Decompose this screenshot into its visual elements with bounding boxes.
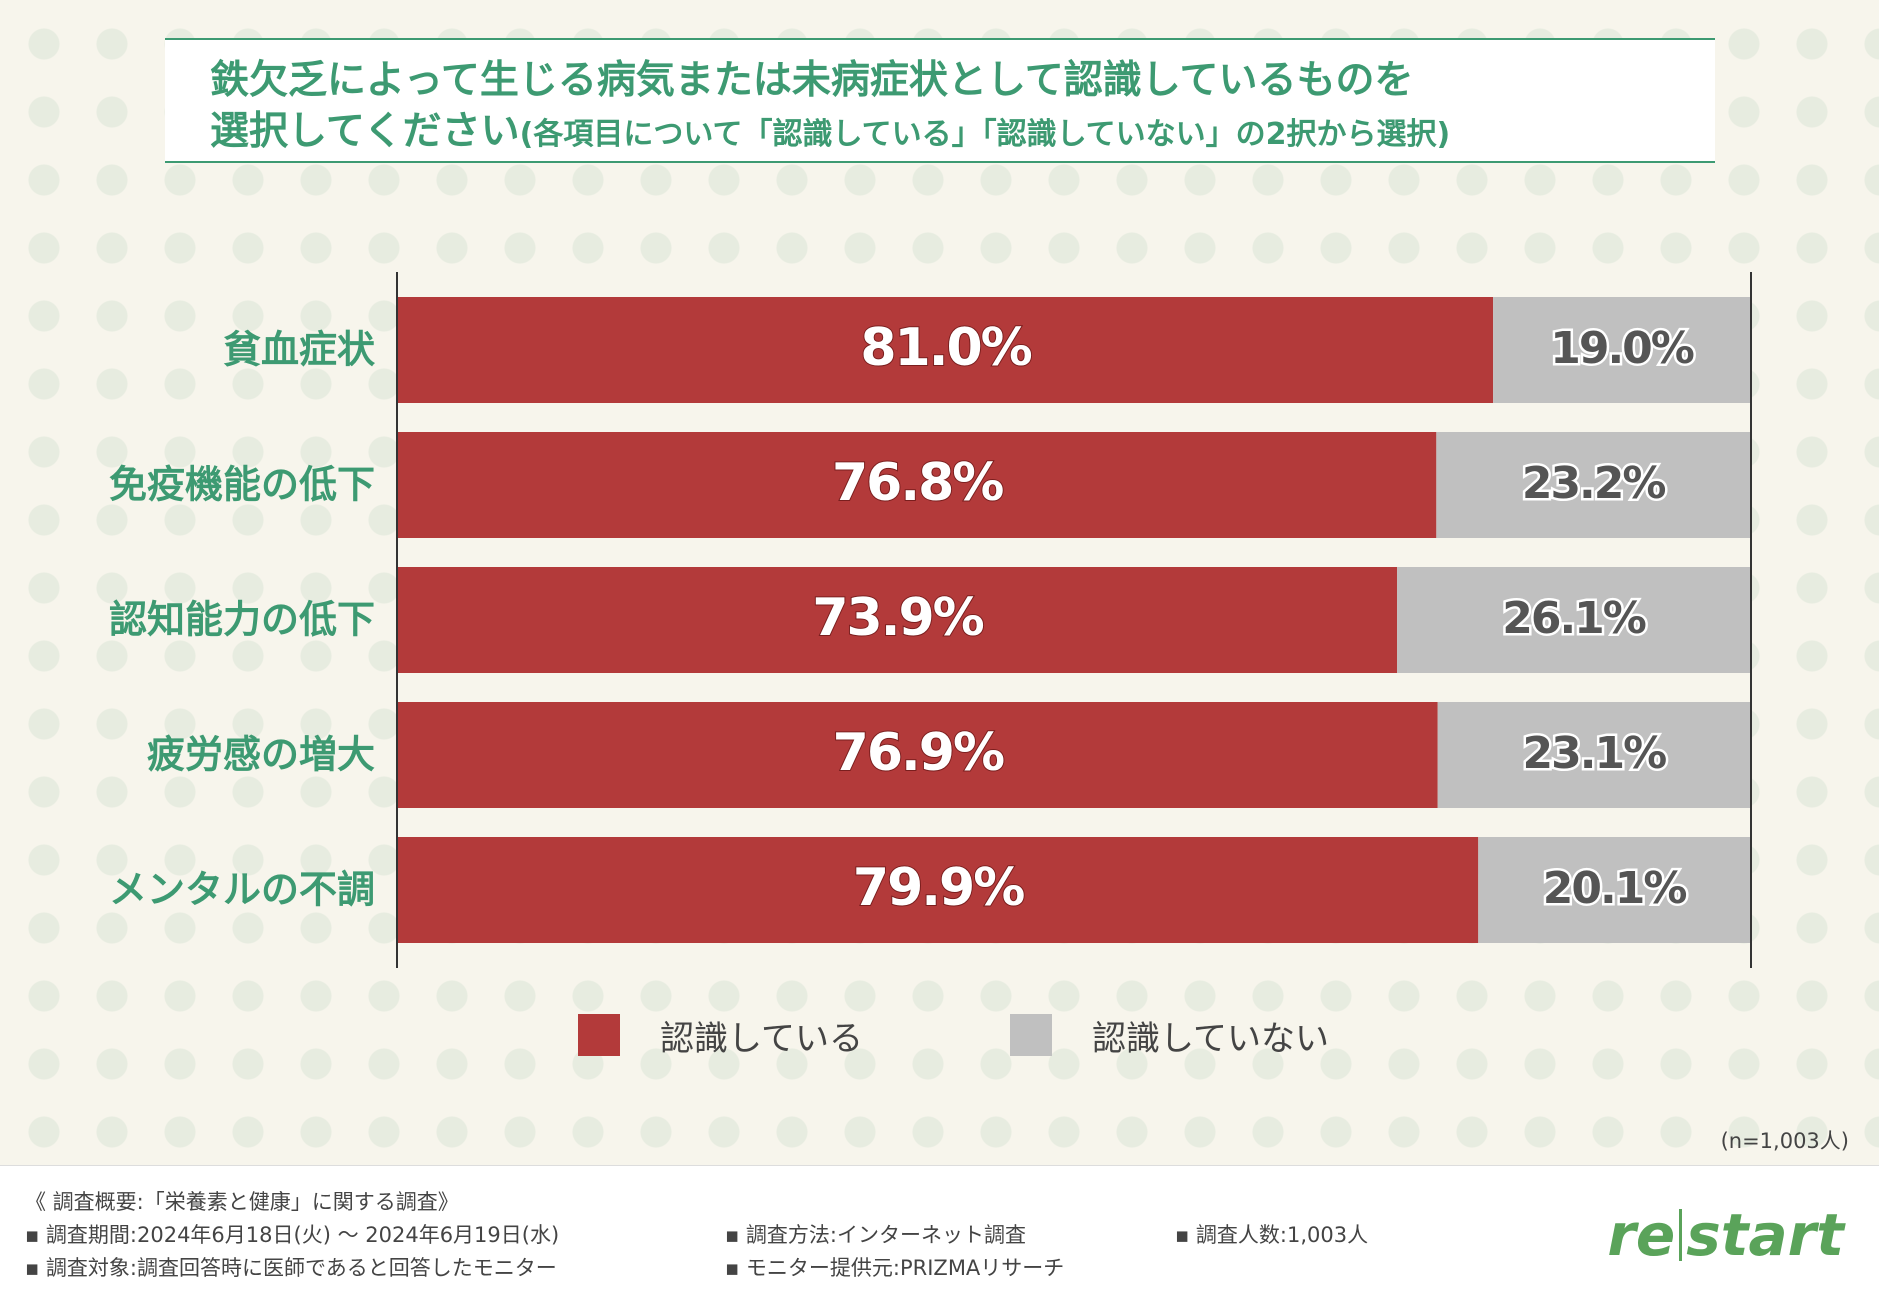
- legend-label-not-recognized: 認識していない: [1092, 1018, 1329, 1059]
- bar-not-recognized-4: [1478, 837, 1750, 943]
- footer-period: ▪ 調査期間:2024年6月18日(火) 〜 2024年6月19日(水): [25, 1223, 560, 1247]
- legend-swatch-recognized: [578, 1014, 620, 1056]
- stacked-bar-chart: 81.0% 19.0% 貧血症状 76.8% 23.2% 免疫機能の低下 73.9% 26.1…: [109, 272, 1752, 968]
- chart-title-line2: 選択してください(各項目について「認識している」「認識していない」の2択から選択…: [210, 106, 1715, 161]
- sample-size-note: (n=1,003人): [1720, 1129, 1849, 1153]
- restart-logo: re start: [1607, 1201, 1844, 1269]
- data-label-not-recognized-0: 19.0%: [1550, 323, 1694, 374]
- data-label-not-recognized-3: 23.1%: [1523, 728, 1667, 779]
- bar-not-recognized-2: [1397, 567, 1750, 673]
- footer-method: ▪ 調査方法:インターネット調査: [725, 1223, 1026, 1247]
- data-label-recognized-3: 76.9%: [833, 723, 1004, 783]
- category-label-0: 貧血症状: [223, 328, 376, 372]
- chart-title-line2-main: 選択してください: [210, 109, 520, 154]
- data-label-recognized-0: 81.0%: [860, 318, 1031, 378]
- bar-recognized-1: [398, 432, 1437, 538]
- category-label-3: 疲労感の増大: [147, 733, 375, 777]
- logo-text-start: start: [1686, 1201, 1844, 1269]
- legend-label-recognized: 認識している: [660, 1018, 863, 1059]
- footer-provider: ▪ モニター提供元:PRIZMAリサーチ: [725, 1256, 1065, 1280]
- category-label-2: 認知能力の低下: [109, 598, 375, 642]
- footer-target: ▪ 調査対象:調査回答時に医師であると回答したモニター: [25, 1256, 557, 1280]
- bar-recognized-4: [398, 837, 1479, 943]
- category-label-1: 免疫機能の低下: [109, 463, 375, 507]
- survey-footer: 《 調査概要:「栄養素と健康」に関する調査》 ▪ 調査期間:2024年6月18日…: [0, 1165, 1879, 1301]
- category-label-4: メンタルの不調: [109, 868, 375, 912]
- legend-item-not-recognized: 認識していない: [1010, 1010, 1329, 1060]
- chart-title-box: 鉄欠乏によって生じる病気または未病症状として認識しているものを 選択してください…: [165, 38, 1715, 163]
- logo-text-re: re: [1607, 1201, 1676, 1269]
- bar-not-recognized-0: [1493, 297, 1750, 403]
- legend-item-recognized: 認識している: [578, 1010, 863, 1060]
- bar-recognized-0: [398, 297, 1494, 403]
- bar-not-recognized-1: [1436, 432, 1750, 538]
- bar-not-recognized-3: [1437, 702, 1750, 808]
- data-label-not-recognized-1: 23.2%: [1522, 458, 1666, 509]
- data-label-recognized-4: 79.9%: [853, 858, 1024, 918]
- data-label-not-recognized-4: 20.1%: [1543, 863, 1687, 914]
- data-label-recognized-1: 76.8%: [832, 453, 1003, 513]
- footer-count: ▪ 調査人数:1,003人: [1175, 1223, 1369, 1247]
- footer-summary: 《 調査概要:「栄養素と健康」に関する調査》: [25, 1190, 459, 1214]
- chart-title-line2-sub: (各項目について「認識している」「認識していない」の2択から選択): [519, 117, 1451, 152]
- chart-title-line1: 鉄欠乏によって生じる病気または未病症状として認識しているものを: [210, 58, 1414, 103]
- data-label-recognized-2: 73.9%: [812, 588, 983, 648]
- legend-swatch-not-recognized: [1010, 1014, 1052, 1056]
- bar-recognized-2: [398, 567, 1398, 673]
- bar-recognized-3: [398, 702, 1438, 808]
- logo-divider: [1679, 1209, 1683, 1261]
- data-label-not-recognized-2: 26.1%: [1502, 593, 1646, 644]
